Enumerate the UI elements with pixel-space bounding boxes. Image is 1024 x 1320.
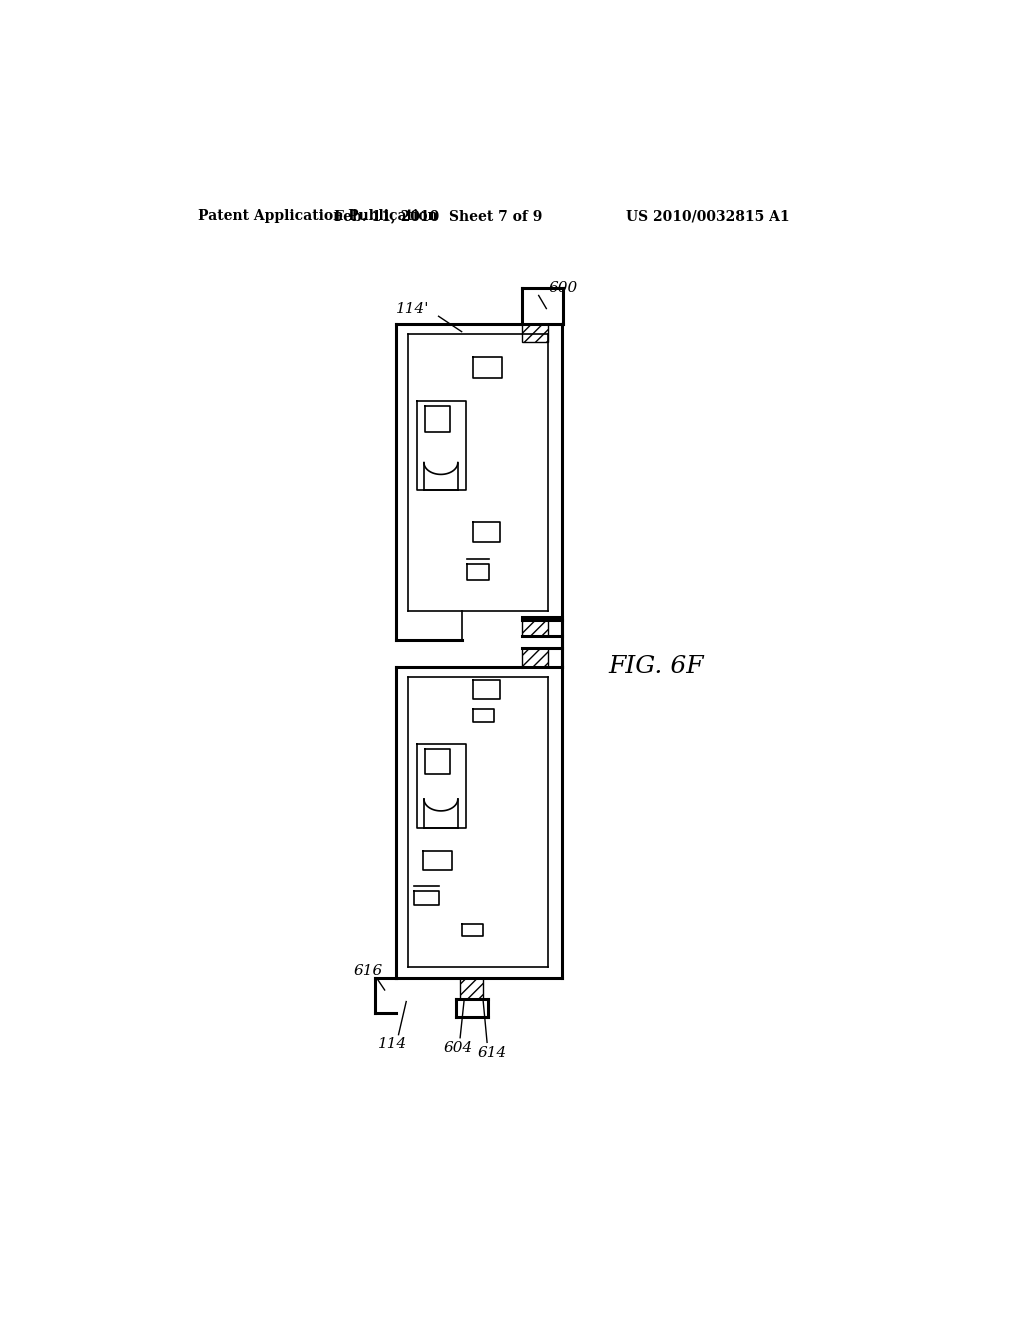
Text: US 2010/0032815 A1: US 2010/0032815 A1 (627, 209, 790, 223)
Text: Patent Application Publication: Patent Application Publication (199, 209, 438, 223)
Text: 616: 616 (353, 964, 382, 978)
Text: 604: 604 (443, 1040, 472, 1055)
Text: 600: 600 (549, 281, 578, 294)
Text: FIG. 6F: FIG. 6F (608, 655, 703, 678)
Text: 114': 114' (396, 302, 429, 317)
Bar (521, 648, 548, 667)
Text: 614: 614 (478, 1047, 507, 1060)
Bar (521, 323, 548, 342)
Text: Feb. 11, 2010  Sheet 7 of 9: Feb. 11, 2010 Sheet 7 of 9 (335, 209, 543, 223)
Text: 114: 114 (378, 1038, 407, 1051)
Bar (460, 978, 483, 999)
Bar (521, 618, 548, 636)
